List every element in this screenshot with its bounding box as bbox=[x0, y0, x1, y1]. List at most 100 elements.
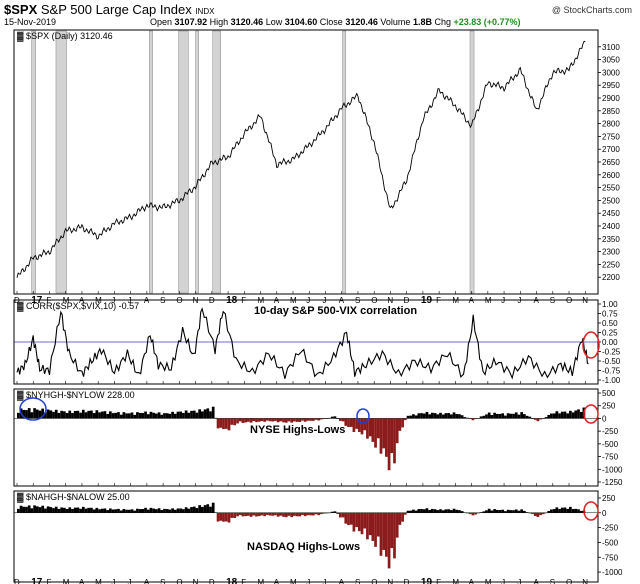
xtick-label: A bbox=[274, 578, 280, 584]
xtick-label: O bbox=[566, 296, 572, 305]
shaded-range bbox=[342, 30, 347, 294]
xtick-label: M bbox=[63, 296, 70, 305]
symbol: $SPX bbox=[4, 2, 38, 17]
xtick-label: O bbox=[176, 578, 182, 584]
highlight-circle bbox=[583, 404, 599, 424]
bar bbox=[452, 508, 456, 513]
bar bbox=[149, 411, 153, 419]
bar bbox=[360, 418, 364, 435]
bar bbox=[298, 512, 302, 517]
bar bbox=[127, 509, 131, 513]
bar bbox=[201, 506, 204, 513]
bar bbox=[577, 509, 580, 513]
ytick-label: 3000 bbox=[602, 68, 620, 77]
bar bbox=[230, 512, 234, 518]
bar bbox=[111, 509, 115, 513]
bar bbox=[512, 510, 515, 513]
bar bbox=[244, 512, 248, 517]
bar bbox=[371, 418, 375, 442]
bar bbox=[44, 508, 47, 513]
xtick-label: A bbox=[339, 578, 345, 584]
bar bbox=[60, 507, 63, 513]
bar bbox=[325, 512, 329, 514]
bar bbox=[144, 411, 147, 419]
chg-label: Chg bbox=[434, 17, 451, 27]
bar bbox=[301, 512, 304, 516]
bar bbox=[495, 413, 499, 419]
bar bbox=[401, 512, 404, 522]
bar bbox=[444, 509, 448, 513]
bar bbox=[68, 410, 72, 419]
bar bbox=[227, 418, 231, 431]
highlight-circle bbox=[583, 501, 599, 521]
bar bbox=[125, 413, 128, 419]
bar bbox=[90, 410, 93, 419]
xtick-label: D bbox=[209, 296, 215, 305]
bar bbox=[520, 509, 524, 513]
bar bbox=[441, 510, 445, 513]
bar bbox=[550, 509, 553, 513]
xtick-label: A bbox=[144, 296, 150, 305]
bar bbox=[569, 506, 572, 513]
ytick-label: -0.75 bbox=[602, 367, 621, 376]
bar bbox=[533, 512, 537, 516]
ytick-label: 3050 bbox=[602, 56, 620, 65]
bar bbox=[92, 413, 96, 419]
xtick-label: M bbox=[258, 296, 265, 305]
panel-annotation-2: NYSE Highs-Lows bbox=[250, 424, 345, 436]
bar bbox=[398, 512, 402, 525]
bar bbox=[371, 512, 375, 541]
volume-value: 1.8B bbox=[412, 17, 432, 27]
bar bbox=[122, 508, 126, 513]
xtick-label: F bbox=[46, 578, 51, 584]
xtick-label: A bbox=[534, 578, 540, 584]
bar bbox=[133, 414, 137, 419]
bar bbox=[317, 512, 321, 516]
bar bbox=[341, 418, 345, 422]
bar bbox=[171, 508, 174, 513]
panel-frame-3 bbox=[13, 490, 599, 583]
bar bbox=[431, 412, 434, 419]
bar bbox=[138, 509, 142, 513]
ytick-label: 2900 bbox=[602, 94, 620, 103]
bar bbox=[414, 510, 418, 513]
bar bbox=[238, 418, 242, 422]
ohlc-readout: Open 3107.92 High 3120.46 Low 3104.60 Cl… bbox=[150, 17, 521, 27]
bar bbox=[127, 413, 131, 419]
bar bbox=[103, 508, 107, 513]
bar bbox=[73, 410, 77, 419]
bar bbox=[79, 412, 82, 419]
bar bbox=[41, 505, 45, 513]
bar bbox=[336, 512, 340, 514]
bar bbox=[425, 412, 429, 419]
bar bbox=[63, 507, 66, 513]
bar bbox=[160, 510, 164, 513]
bar bbox=[203, 505, 207, 513]
xtick-label: S bbox=[550, 296, 555, 305]
bar bbox=[109, 411, 112, 419]
bar bbox=[106, 413, 110, 419]
bar bbox=[260, 418, 264, 422]
bar bbox=[157, 412, 161, 419]
ytick-label: -1000 bbox=[602, 568, 623, 577]
bar bbox=[249, 512, 253, 517]
ytick-label: -1250 bbox=[602, 478, 623, 487]
panel-legend-2: ▓ $NYHGH-$NYLOW 228.00 bbox=[17, 390, 135, 401]
bar bbox=[574, 410, 578, 419]
xtick-label: A bbox=[274, 296, 280, 305]
ytick-label: 500 bbox=[602, 389, 616, 398]
bar bbox=[417, 509, 421, 513]
bar bbox=[385, 512, 388, 557]
xtick-label: D bbox=[404, 296, 410, 305]
bar bbox=[206, 408, 210, 419]
bar bbox=[479, 416, 483, 419]
bar bbox=[485, 414, 488, 419]
bar bbox=[87, 410, 91, 419]
bar bbox=[46, 409, 50, 419]
bar bbox=[244, 418, 248, 423]
bar bbox=[387, 418, 391, 471]
bar bbox=[501, 509, 505, 513]
highlight-circle bbox=[19, 397, 47, 421]
